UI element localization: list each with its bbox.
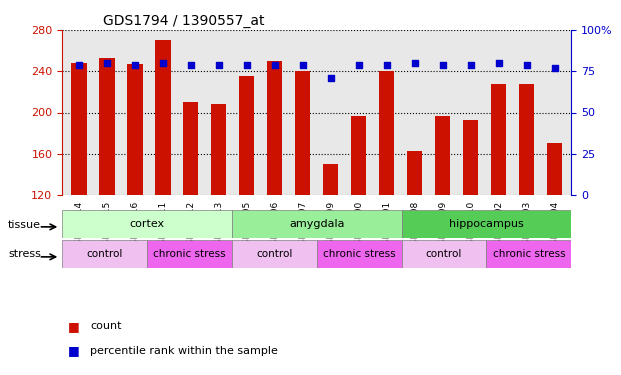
Point xyxy=(186,62,196,68)
Bar xyxy=(155,40,171,195)
Text: GDS1794 / 1390557_at: GDS1794 / 1390557_at xyxy=(103,13,265,28)
Text: ■: ■ xyxy=(68,320,80,333)
Point xyxy=(297,62,307,68)
Bar xyxy=(62,240,147,268)
Bar xyxy=(99,58,114,195)
Text: stress: stress xyxy=(8,249,41,259)
Bar xyxy=(183,102,199,195)
Bar xyxy=(232,210,402,238)
Point xyxy=(326,75,336,81)
Point xyxy=(130,62,140,68)
Bar xyxy=(402,210,571,238)
Point xyxy=(438,62,448,68)
Text: chronic stress: chronic stress xyxy=(323,249,396,259)
Text: chronic stress: chronic stress xyxy=(492,249,565,259)
Bar xyxy=(379,71,394,195)
Bar xyxy=(463,120,478,195)
Text: control: control xyxy=(256,249,292,259)
Bar xyxy=(435,116,450,195)
Bar xyxy=(351,116,366,195)
Point xyxy=(522,62,532,68)
Bar xyxy=(491,84,506,195)
Text: hippocampus: hippocampus xyxy=(449,219,524,229)
Point xyxy=(550,65,560,71)
Bar xyxy=(317,240,402,268)
Text: percentile rank within the sample: percentile rank within the sample xyxy=(90,346,278,355)
Bar xyxy=(239,76,255,195)
Bar xyxy=(267,61,283,195)
Bar xyxy=(323,164,338,195)
Point xyxy=(410,60,420,66)
Bar xyxy=(232,240,317,268)
Point xyxy=(494,60,504,66)
Point xyxy=(74,62,84,68)
Text: ■: ■ xyxy=(68,344,80,357)
Bar xyxy=(519,84,534,195)
Text: control: control xyxy=(86,249,123,259)
Point xyxy=(466,62,476,68)
Bar xyxy=(407,151,422,195)
Text: tissue: tissue xyxy=(8,220,41,230)
Point xyxy=(270,62,279,68)
Text: amygdala: amygdala xyxy=(289,219,345,229)
Text: chronic stress: chronic stress xyxy=(153,249,225,259)
Point xyxy=(382,62,392,68)
Text: cortex: cortex xyxy=(129,219,165,229)
Point xyxy=(242,62,252,68)
Bar xyxy=(486,240,571,268)
Bar xyxy=(211,104,227,195)
Text: count: count xyxy=(90,321,122,331)
Bar xyxy=(147,240,232,268)
Bar xyxy=(547,144,562,195)
Text: control: control xyxy=(426,249,462,259)
Point xyxy=(354,62,364,68)
Bar xyxy=(127,64,143,195)
Point xyxy=(214,62,224,68)
Point xyxy=(102,60,112,66)
Bar xyxy=(295,71,310,195)
Point xyxy=(158,60,168,66)
Bar xyxy=(62,210,232,238)
Bar xyxy=(71,63,86,195)
Bar xyxy=(402,240,486,268)
